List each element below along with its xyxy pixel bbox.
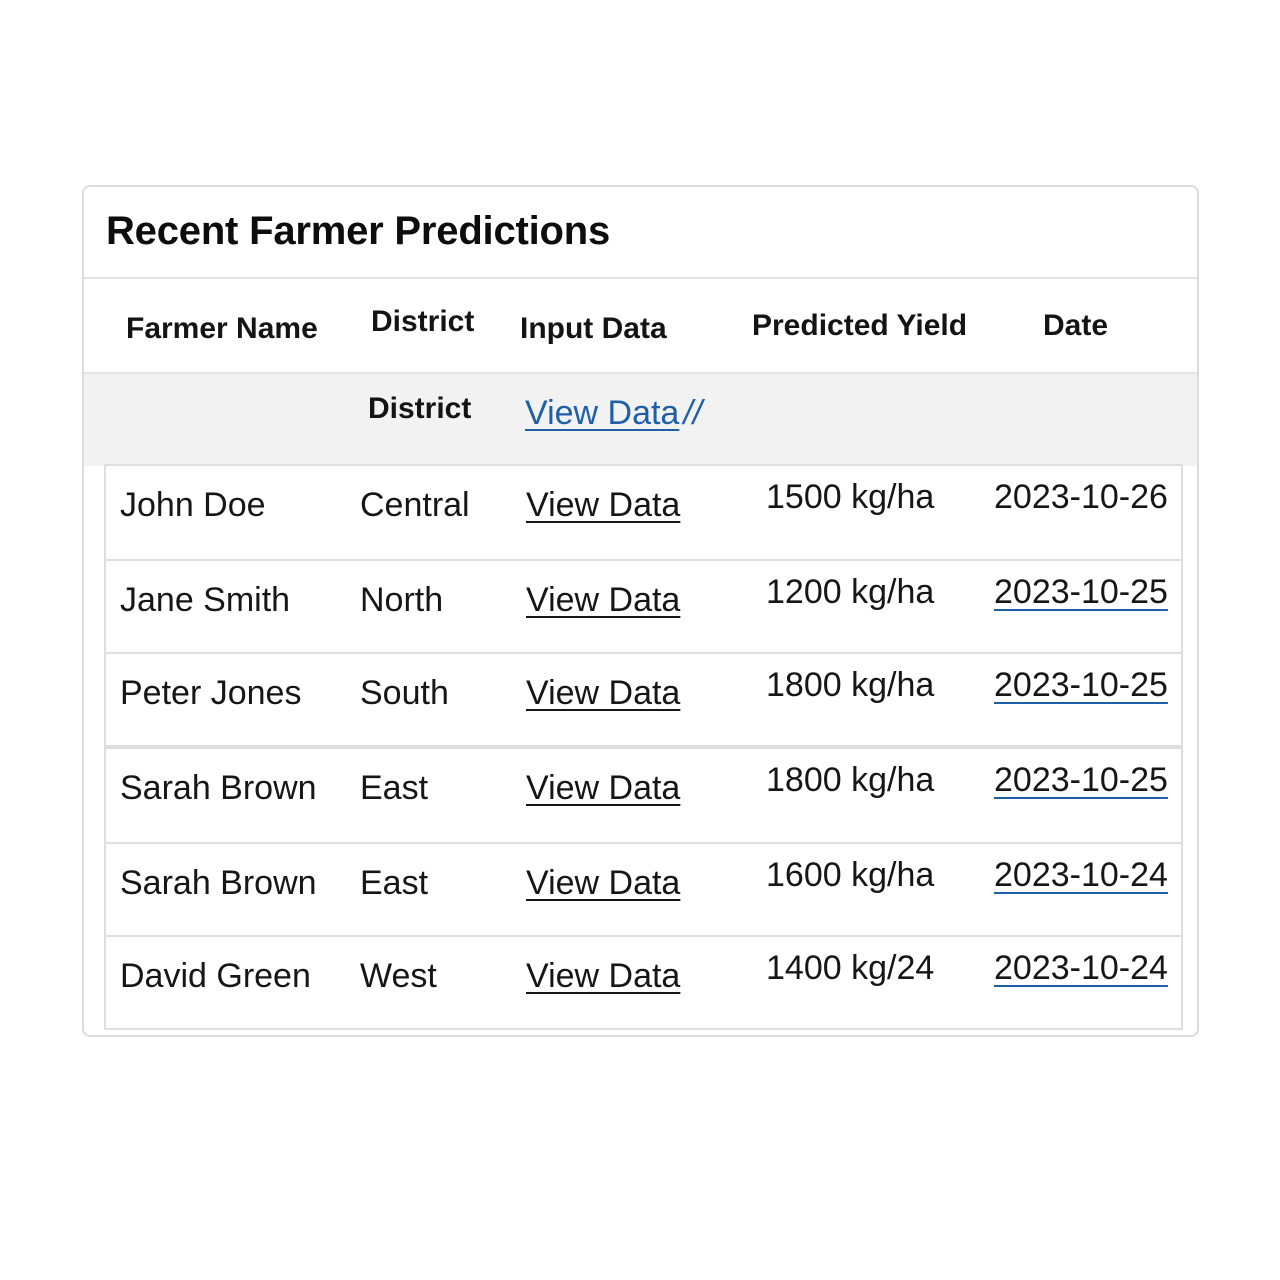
district-cell: Central (360, 486, 470, 524)
subheader-district: District (368, 392, 472, 425)
view-data-link[interactable]: View Data (526, 864, 681, 902)
view-data-link[interactable]: View Data (525, 394, 680, 432)
date-link[interactable]: 2023-10-25 (994, 573, 1168, 611)
predicted-yield-cell: 1400 kg/24 (766, 949, 935, 987)
column-header-date: Date (1043, 309, 1109, 342)
table-row: John Doe Central View Data 1500 kg/ha 20… (106, 466, 1181, 559)
date-link[interactable]: 2023-10-25 (994, 666, 1168, 704)
view-data-link[interactable]: View Data (526, 674, 681, 712)
panel-title: Recent Farmer Predictions (106, 209, 611, 253)
predictions-panel: Recent Farmer Predictions Farmer Name Di… (82, 185, 1199, 1037)
table-subheader-row: District View Data// (84, 372, 1197, 466)
table-row: Jane Smith North View Data 1200 kg/ha 20… (106, 559, 1181, 652)
farmer-name-cell: Sarah Brown (120, 864, 317, 902)
date-link[interactable]: 2023-10-25 (994, 761, 1168, 799)
column-header-input-data: Input Data (520, 312, 667, 345)
view-data-link[interactable]: View Data (526, 769, 681, 807)
column-header-farmer-name: Farmer Name (126, 312, 318, 345)
view-data-link[interactable]: View Data (526, 486, 681, 524)
predicted-yield-cell: 1600 kg/ha (766, 856, 935, 894)
farmer-name-cell: John Doe (120, 486, 266, 524)
column-header-predicted-yield: Predicted Yield (752, 309, 968, 342)
column-header-district: District (371, 305, 475, 338)
table-row: Sarah Brown East View Data 1800 kg/ha 20… (106, 749, 1181, 842)
date-cell: 2023-10-26 (994, 478, 1168, 516)
view-data-link[interactable]: View Data (526, 581, 681, 619)
farmer-name-cell: Peter Jones (120, 674, 302, 712)
predicted-yield-cell: 1200 kg/ha (766, 573, 935, 611)
table-row: Sarah Brown East View Data 1600 kg/ha 20… (106, 842, 1181, 935)
date-link[interactable]: 2023-10-24 (994, 856, 1168, 894)
table-row: Peter Jones South View Data 1800 kg/ha 2… (106, 652, 1181, 745)
district-cell: East (360, 769, 429, 807)
predicted-yield-cell: 1800 kg/ha (766, 761, 935, 799)
farmer-name-cell: Sarah Brown (120, 769, 317, 807)
farmer-name-cell: David Green (120, 957, 311, 995)
title-divider (84, 277, 1197, 279)
district-cell: West (360, 957, 437, 995)
predicted-yield-cell: 1800 kg/ha (766, 666, 935, 704)
district-cell: North (360, 581, 444, 619)
table-row-group: Sarah Brown East View Data 1800 kg/ha 20… (104, 747, 1183, 1030)
view-data-link[interactable]: View Data (526, 957, 681, 995)
predicted-yield-cell: 1500 kg/ha (766, 478, 935, 516)
table-row-group: John Doe Central View Data 1500 kg/ha 20… (104, 464, 1183, 747)
farmer-name-cell: Jane Smith (120, 581, 291, 619)
subheader-input: View Data// (525, 394, 702, 433)
district-cell: East (360, 864, 429, 902)
district-cell: South (360, 674, 449, 712)
date-link[interactable]: 2023-10-24 (994, 949, 1168, 987)
table-row: David Green West View Data 1400 kg/24 20… (106, 935, 1181, 1028)
subheader-input-suffix: // (683, 394, 703, 432)
